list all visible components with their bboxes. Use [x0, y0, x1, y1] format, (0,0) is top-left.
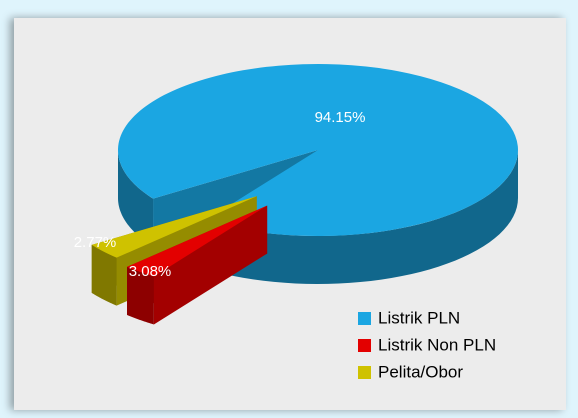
- legend-label: Pelita/Obor: [378, 362, 463, 381]
- legend-swatch: [358, 366, 371, 379]
- slice-wall: [118, 150, 154, 247]
- slice-wall: [127, 266, 154, 325]
- legend-label: Listrik PLN: [378, 308, 460, 327]
- slice: [91, 196, 257, 258]
- slice: [127, 205, 268, 277]
- slice-side: [127, 205, 268, 315]
- legend-swatch: [358, 312, 371, 325]
- slice: [118, 64, 519, 237]
- slice-wall: [91, 244, 117, 306]
- legend-swatch: [358, 339, 371, 352]
- data-label: 3.08%: [129, 263, 172, 280]
- slice-wall: [204, 150, 518, 284]
- legend-label: Listrik Non PLN: [378, 335, 496, 354]
- data-label: 2.77%: [74, 234, 117, 251]
- data-label: 94.15%: [315, 109, 366, 126]
